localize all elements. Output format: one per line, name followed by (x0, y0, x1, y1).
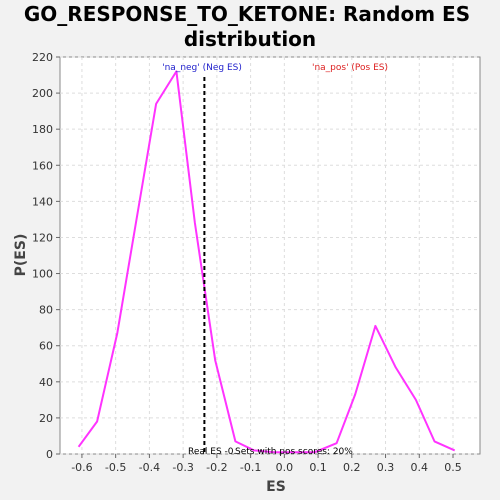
y-tick-label: 20 (39, 412, 53, 425)
y-tick-label: 120 (32, 231, 53, 244)
plot-area (59, 56, 481, 455)
x-tick-label: 0.3 (377, 461, 395, 474)
x-tick-label: -0.1 (240, 461, 261, 474)
x-tick-label: -0.6 (71, 461, 92, 474)
x-tick-label: 0.0 (276, 461, 294, 474)
y-tick-label: 60 (39, 340, 53, 353)
pos-scores-label: Sets with pos scores: 20% (235, 447, 353, 457)
y-tick-label: 0 (46, 448, 53, 461)
pos-es-label: 'na_pos' (Pos ES) (312, 63, 388, 73)
x-tick-label: 0.2 (343, 461, 361, 474)
axes: 0 20 40 60 80 100 120 140 160 180 200 220 -0.6 -0.5 -0… (32, 51, 462, 474)
x-tick-label: 0.1 (309, 461, 327, 474)
chart-title-line1: GO_RESPONSE_TO_KETONE: Random ES (24, 2, 470, 26)
y-tick-label: 180 (32, 123, 53, 136)
x-tick-label: -0.4 (139, 461, 160, 474)
neg-es-label: 'na_neg' (Neg ES) (162, 63, 242, 73)
x-tick-label: 0.5 (444, 461, 462, 474)
x-axis-label: ES (266, 479, 286, 495)
real-es-label: Real ES -0. (188, 447, 236, 457)
annotations: 'na_neg' (Neg ES) 'na_pos' (Pos ES) Real… (162, 63, 388, 457)
y-tick-label: 100 (32, 268, 53, 281)
grid (60, 56, 480, 455)
x-tick-label: -0.5 (105, 461, 126, 474)
series-group (77, 70, 456, 454)
y-tick-label: 80 (39, 304, 53, 317)
y-tick-label: 200 (32, 87, 53, 100)
series-line (77, 70, 456, 454)
x-tick-label: -0.2 (206, 461, 227, 474)
chart-title-line2: distribution (184, 27, 316, 51)
x-tick-label: -0.3 (172, 461, 193, 474)
y-tick-label: 160 (32, 159, 53, 172)
y-tick-label: 140 (32, 195, 53, 208)
y-tick-label: 40 (39, 376, 53, 389)
x-tick-label: 0.4 (411, 461, 429, 474)
y-axis-label: P(ES) (13, 234, 29, 277)
y-tick-label: 220 (32, 51, 53, 64)
